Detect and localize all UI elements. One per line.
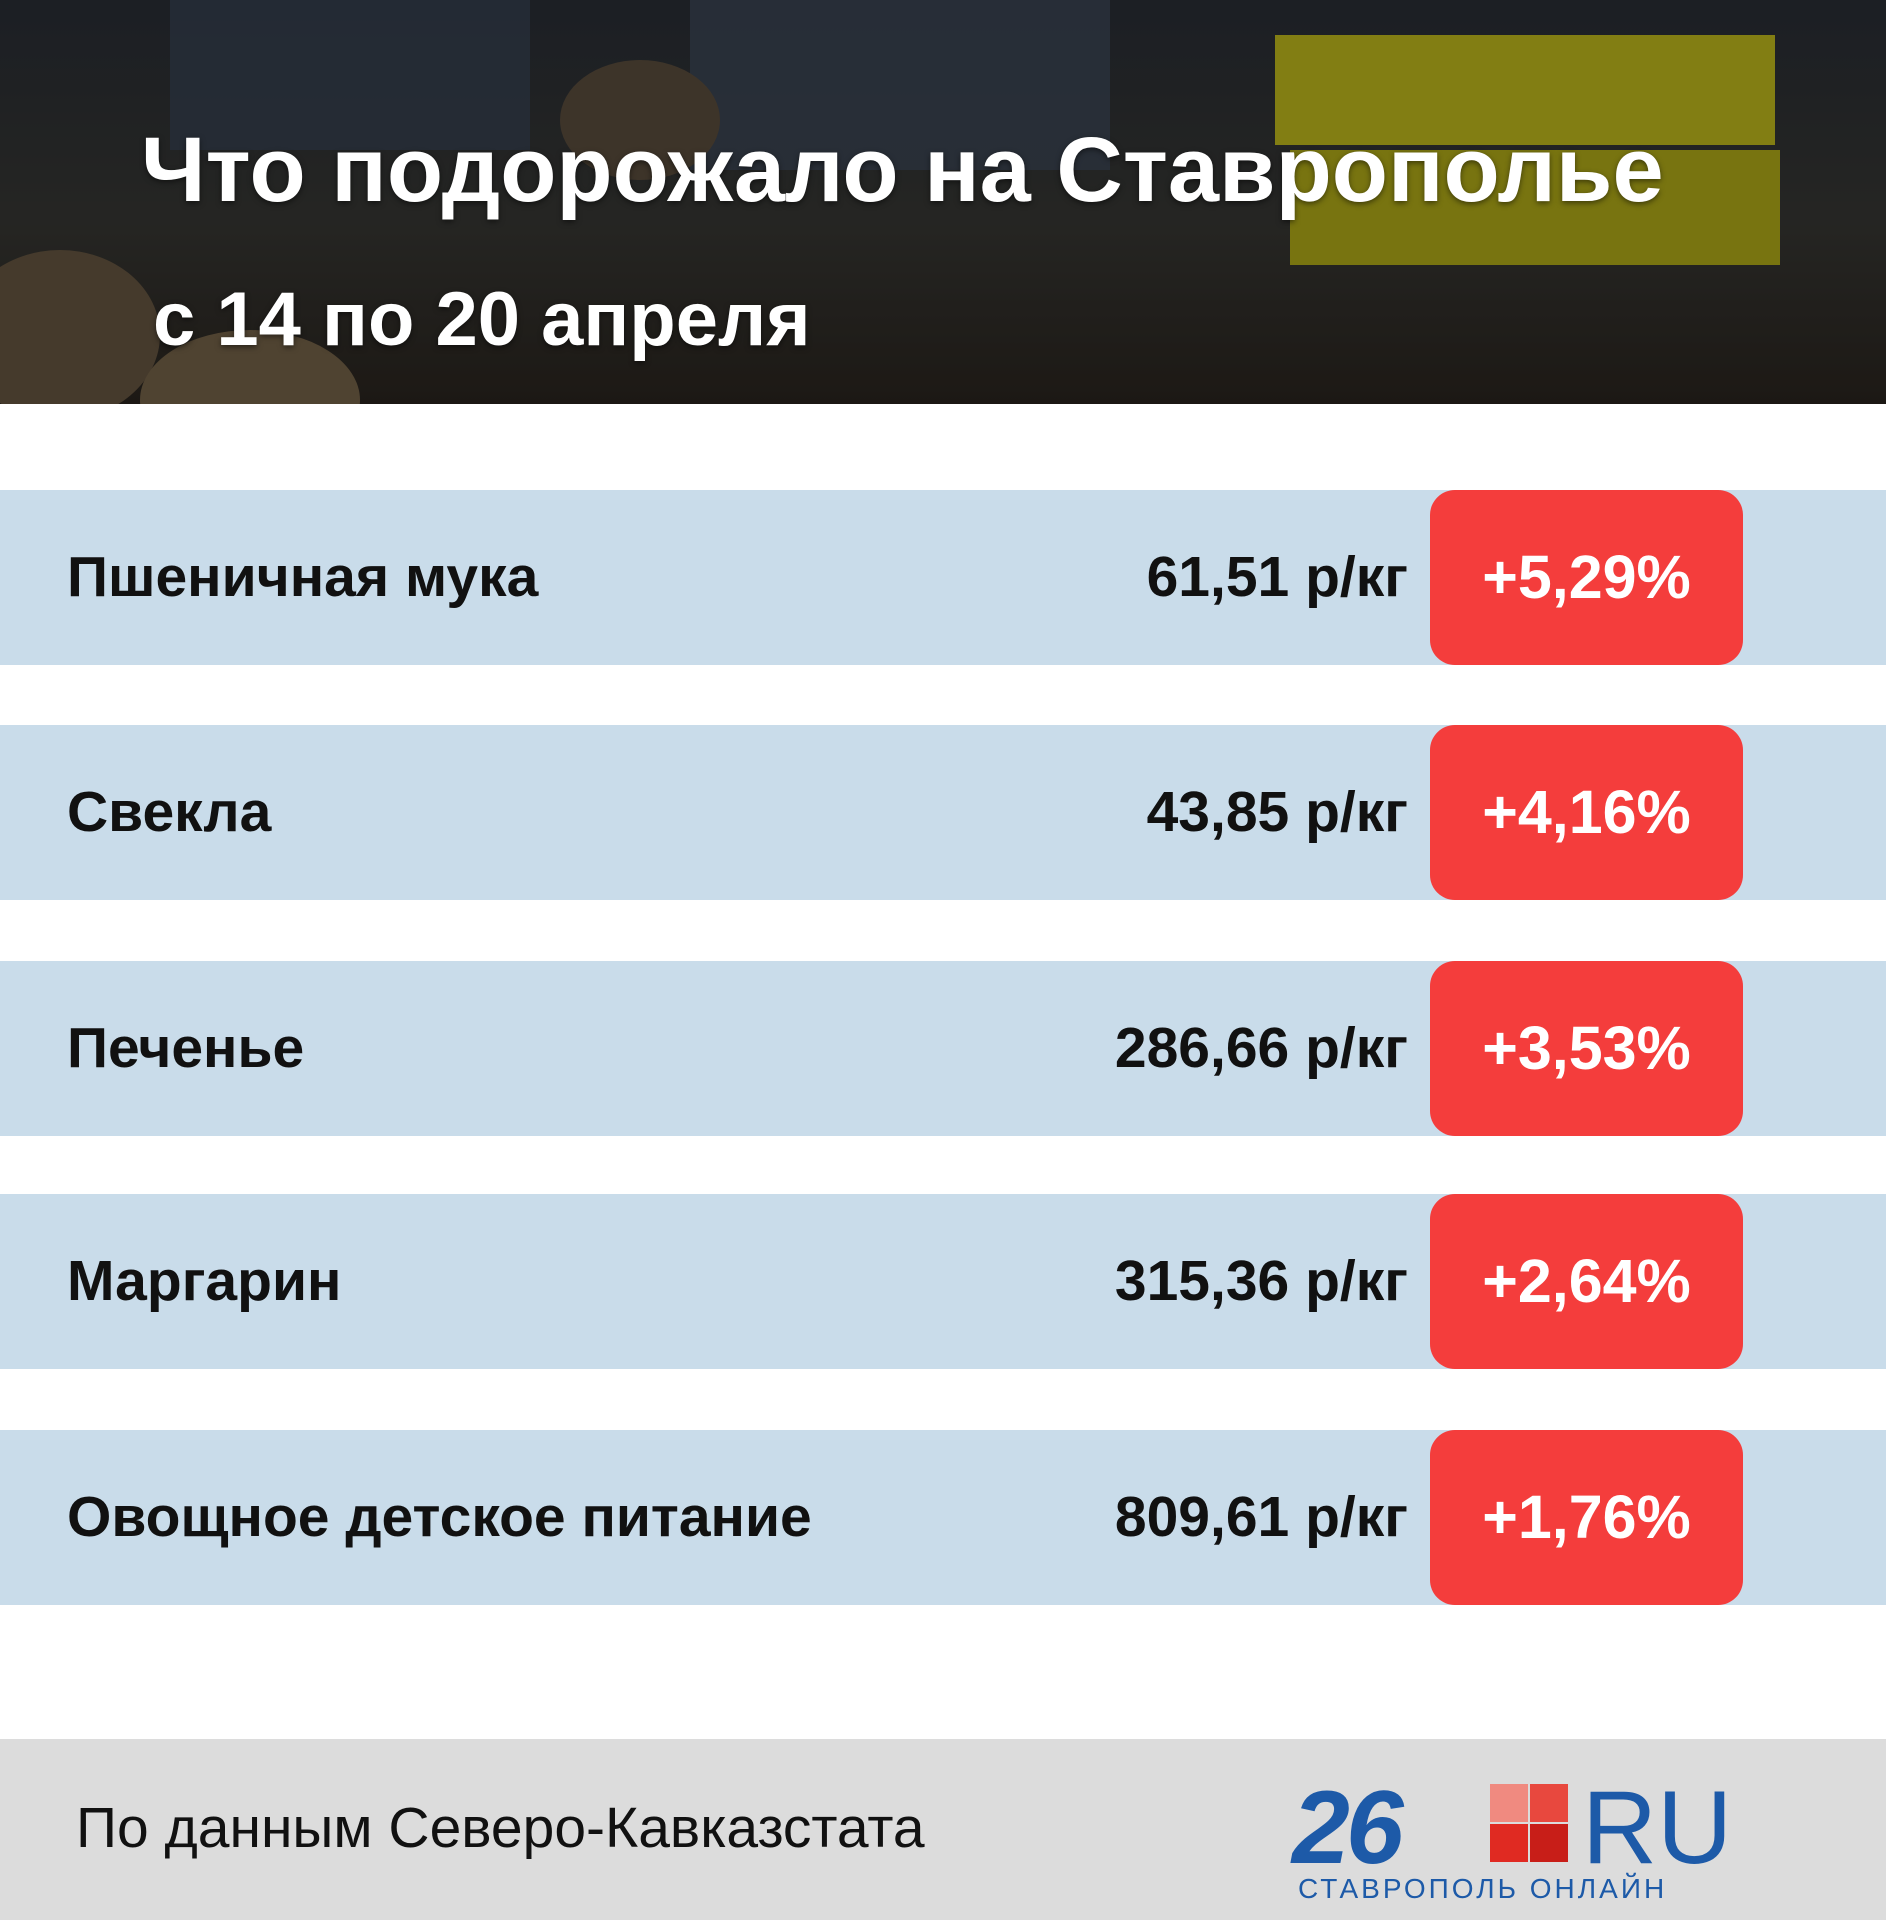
logo-number: 26: [1292, 1770, 1404, 1886]
photo-tag: [690, 0, 1110, 170]
logo-square: [1490, 1784, 1528, 1822]
source: По данным Северо-Кавказстата: [76, 1796, 925, 1860]
logo-square: [1530, 1824, 1568, 1862]
price-change: +3,53%: [1430, 961, 1743, 1136]
table-row: Маргарин 315,36 р/кг +2,64%: [0, 1194, 1886, 1369]
product-price: 43,85 р/кг: [1146, 780, 1408, 844]
product-name: Печенье: [67, 1016, 305, 1080]
price-change: +5,29%: [1430, 490, 1743, 665]
photo-tag: [1275, 35, 1775, 145]
logo-square: [1490, 1824, 1528, 1862]
header-photo: Что подорожало на Ставрополье с 14 по 20…: [0, 0, 1886, 404]
title: Что подорожало на Ставрополье: [141, 119, 1664, 221]
product-name: Маргарин: [67, 1249, 342, 1313]
photo-overlay: [0, 0, 1886, 404]
product-price: 809,61 р/кг: [1114, 1485, 1408, 1549]
table-row: Пшеничная мука 61,51 р/кг +5,29%: [0, 490, 1886, 665]
table-row: Печенье 286,66 р/кг +3,53%: [0, 961, 1886, 1136]
logo-square: [1530, 1784, 1568, 1822]
logo-tagline: СТАВРОПОЛЬ ОНЛАЙН: [1298, 1873, 1668, 1904]
product-name: Овощное детское питание: [67, 1485, 812, 1549]
price-change: +4,16%: [1430, 725, 1743, 900]
photo-potato: [560, 60, 720, 180]
product-price: 315,36 р/кг: [1114, 1249, 1408, 1313]
table-row: Овощное детское питание 809,61 р/кг +1,76%: [0, 1430, 1886, 1605]
product-name: Пшеничная мука: [67, 545, 539, 609]
logo-suffix: RU: [1582, 1770, 1733, 1886]
table-row: Свекла 43,85 р/кг +4,16%: [0, 725, 1886, 900]
photo-tag: [1290, 150, 1780, 265]
footer: По данным Северо-Кавказстата 26 RU СТАВР…: [0, 1739, 1886, 1920]
price-change: +1,76%: [1430, 1430, 1743, 1605]
price-change: +2,64%: [1430, 1194, 1743, 1369]
product-price: 61,51 р/кг: [1146, 545, 1408, 609]
product-name: Свекла: [67, 780, 272, 844]
subtitle: с 14 по 20 апреля: [153, 277, 811, 362]
product-price: 286,66 р/кг: [1114, 1016, 1408, 1080]
photo-tag: [170, 0, 530, 150]
